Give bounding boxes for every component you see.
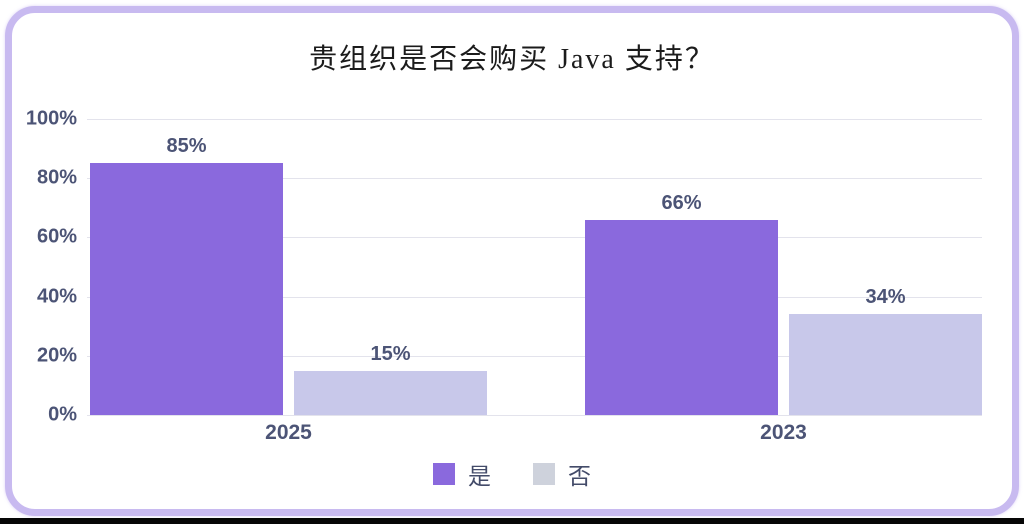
bar-2023-否 — [789, 314, 982, 415]
gridline-40% — [87, 296, 982, 298]
bar-2025-否 — [294, 370, 487, 415]
y-tick-label-80%: 80% — [36, 166, 77, 189]
gridline-80% — [87, 178, 982, 180]
legend-label-否: 否 — [568, 464, 591, 489]
y-tick-label-20%: 20% — [36, 344, 77, 367]
bar-2023-是 — [585, 219, 778, 415]
bar-column-2025-是: 85% — [90, 119, 283, 415]
x-label-2025: 2025 — [265, 421, 312, 444]
value-label-2023-是: 66% — [661, 191, 702, 214]
gridline-100% — [87, 119, 982, 120]
legend-swatch-icon — [533, 463, 555, 485]
bar-chart: 85% 15% 66% 34% 0% 20% 40% 60% 80% 100% — [26, 108, 982, 426]
x-axis-labels: 2025 2023 — [90, 421, 982, 445]
bar-2025-是 — [90, 163, 283, 415]
gridline-20% — [87, 355, 982, 357]
x-label-2023: 2023 — [760, 421, 807, 444]
legend-swatch-icon — [433, 463, 455, 485]
gridline-60% — [87, 237, 982, 239]
legend-item-否: 否 — [533, 457, 591, 491]
gridline-0% — [87, 415, 982, 416]
bar-column-2025-否: 15% — [294, 119, 487, 415]
bar-group-2023: 66% 34% — [585, 119, 982, 415]
bar-group-2025: 85% 15% — [90, 119, 487, 415]
value-label-2023-否: 34% — [865, 286, 906, 309]
bar-column-2023-是: 66% — [585, 119, 778, 415]
value-label-2025-是: 85% — [166, 135, 207, 158]
chart-title: 贵组织是否会购买 Java 支持？ — [309, 44, 715, 75]
legend: 是否 — [12, 457, 1012, 491]
y-tick-label-60%: 60% — [36, 225, 77, 248]
bar-column-2023-否: 34% — [789, 119, 982, 415]
bottom-black-bar — [0, 518, 1024, 524]
y-tick-label-0%: 0% — [48, 403, 77, 426]
value-label-2025-否: 15% — [370, 342, 411, 365]
y-tick-label-40%: 40% — [36, 285, 77, 308]
legend-item-是: 是 — [433, 457, 491, 491]
y-tick-label-100%: 100% — [25, 107, 77, 130]
bar-groups: 85% 15% 66% 34% — [87, 119, 982, 415]
legend-label-是: 是 — [468, 464, 491, 489]
chart-card: 贵组织是否会购买 Java 支持？ 85% 15% 66% 34% 0% 20% 40% 6… — [5, 6, 1019, 516]
